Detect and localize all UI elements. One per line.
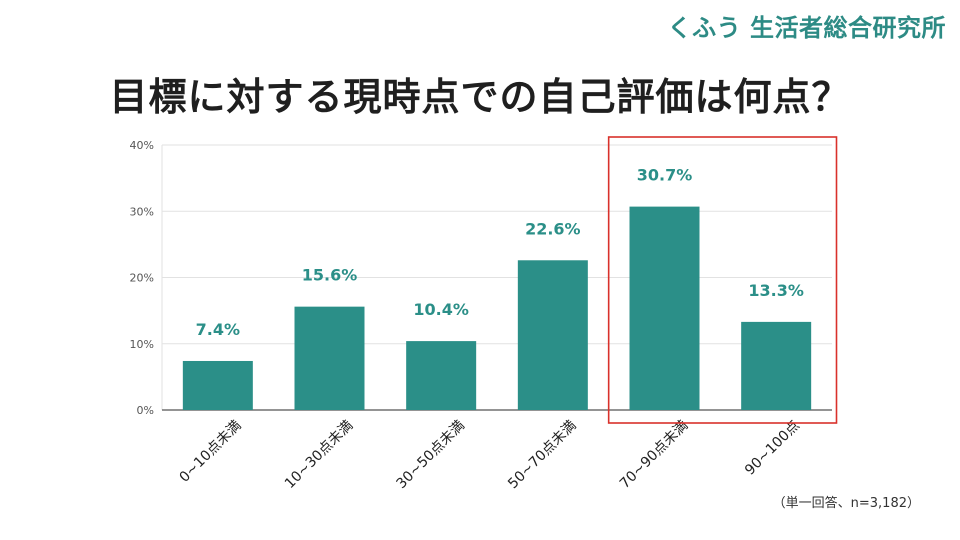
- x-tick-label: 50~70点未満: [505, 418, 580, 493]
- y-tick-label: 30%: [130, 205, 154, 218]
- x-tick-label: 70~90点未満: [617, 418, 692, 493]
- y-tick-label: 0%: [137, 404, 154, 417]
- bar: [517, 260, 588, 410]
- data-label: 22.6%: [525, 219, 581, 238]
- data-label: 7.4%: [196, 320, 240, 339]
- chart-title: 目標に対する現時点での自己評価は何点？: [109, 75, 851, 119]
- x-tick-label: 0~10点未満: [176, 418, 244, 486]
- data-label: 15.6%: [302, 266, 358, 285]
- x-tick-label: 30~50点未満: [393, 418, 468, 493]
- bar: [406, 341, 477, 410]
- highlight-box: [607, 136, 838, 424]
- bar: [629, 206, 700, 410]
- brand-logo: くふう 生活者総合研究所: [667, 14, 946, 42]
- y-tick-label: 10%: [130, 338, 154, 351]
- data-label: 10.4%: [413, 300, 469, 319]
- y-tick-label: 40%: [130, 139, 154, 152]
- bar: [182, 360, 253, 410]
- y-tick-label: 20%: [130, 272, 154, 285]
- bar: [294, 306, 365, 410]
- data-label: 13.3%: [748, 281, 804, 300]
- x-tick-label: 90~100点: [742, 418, 803, 479]
- bar: [741, 321, 812, 410]
- sample-note: （単一回答、n=3,182）: [772, 496, 920, 511]
- data-label: 30.7%: [637, 166, 693, 185]
- x-tick-label: 10~30点未満: [282, 418, 357, 493]
